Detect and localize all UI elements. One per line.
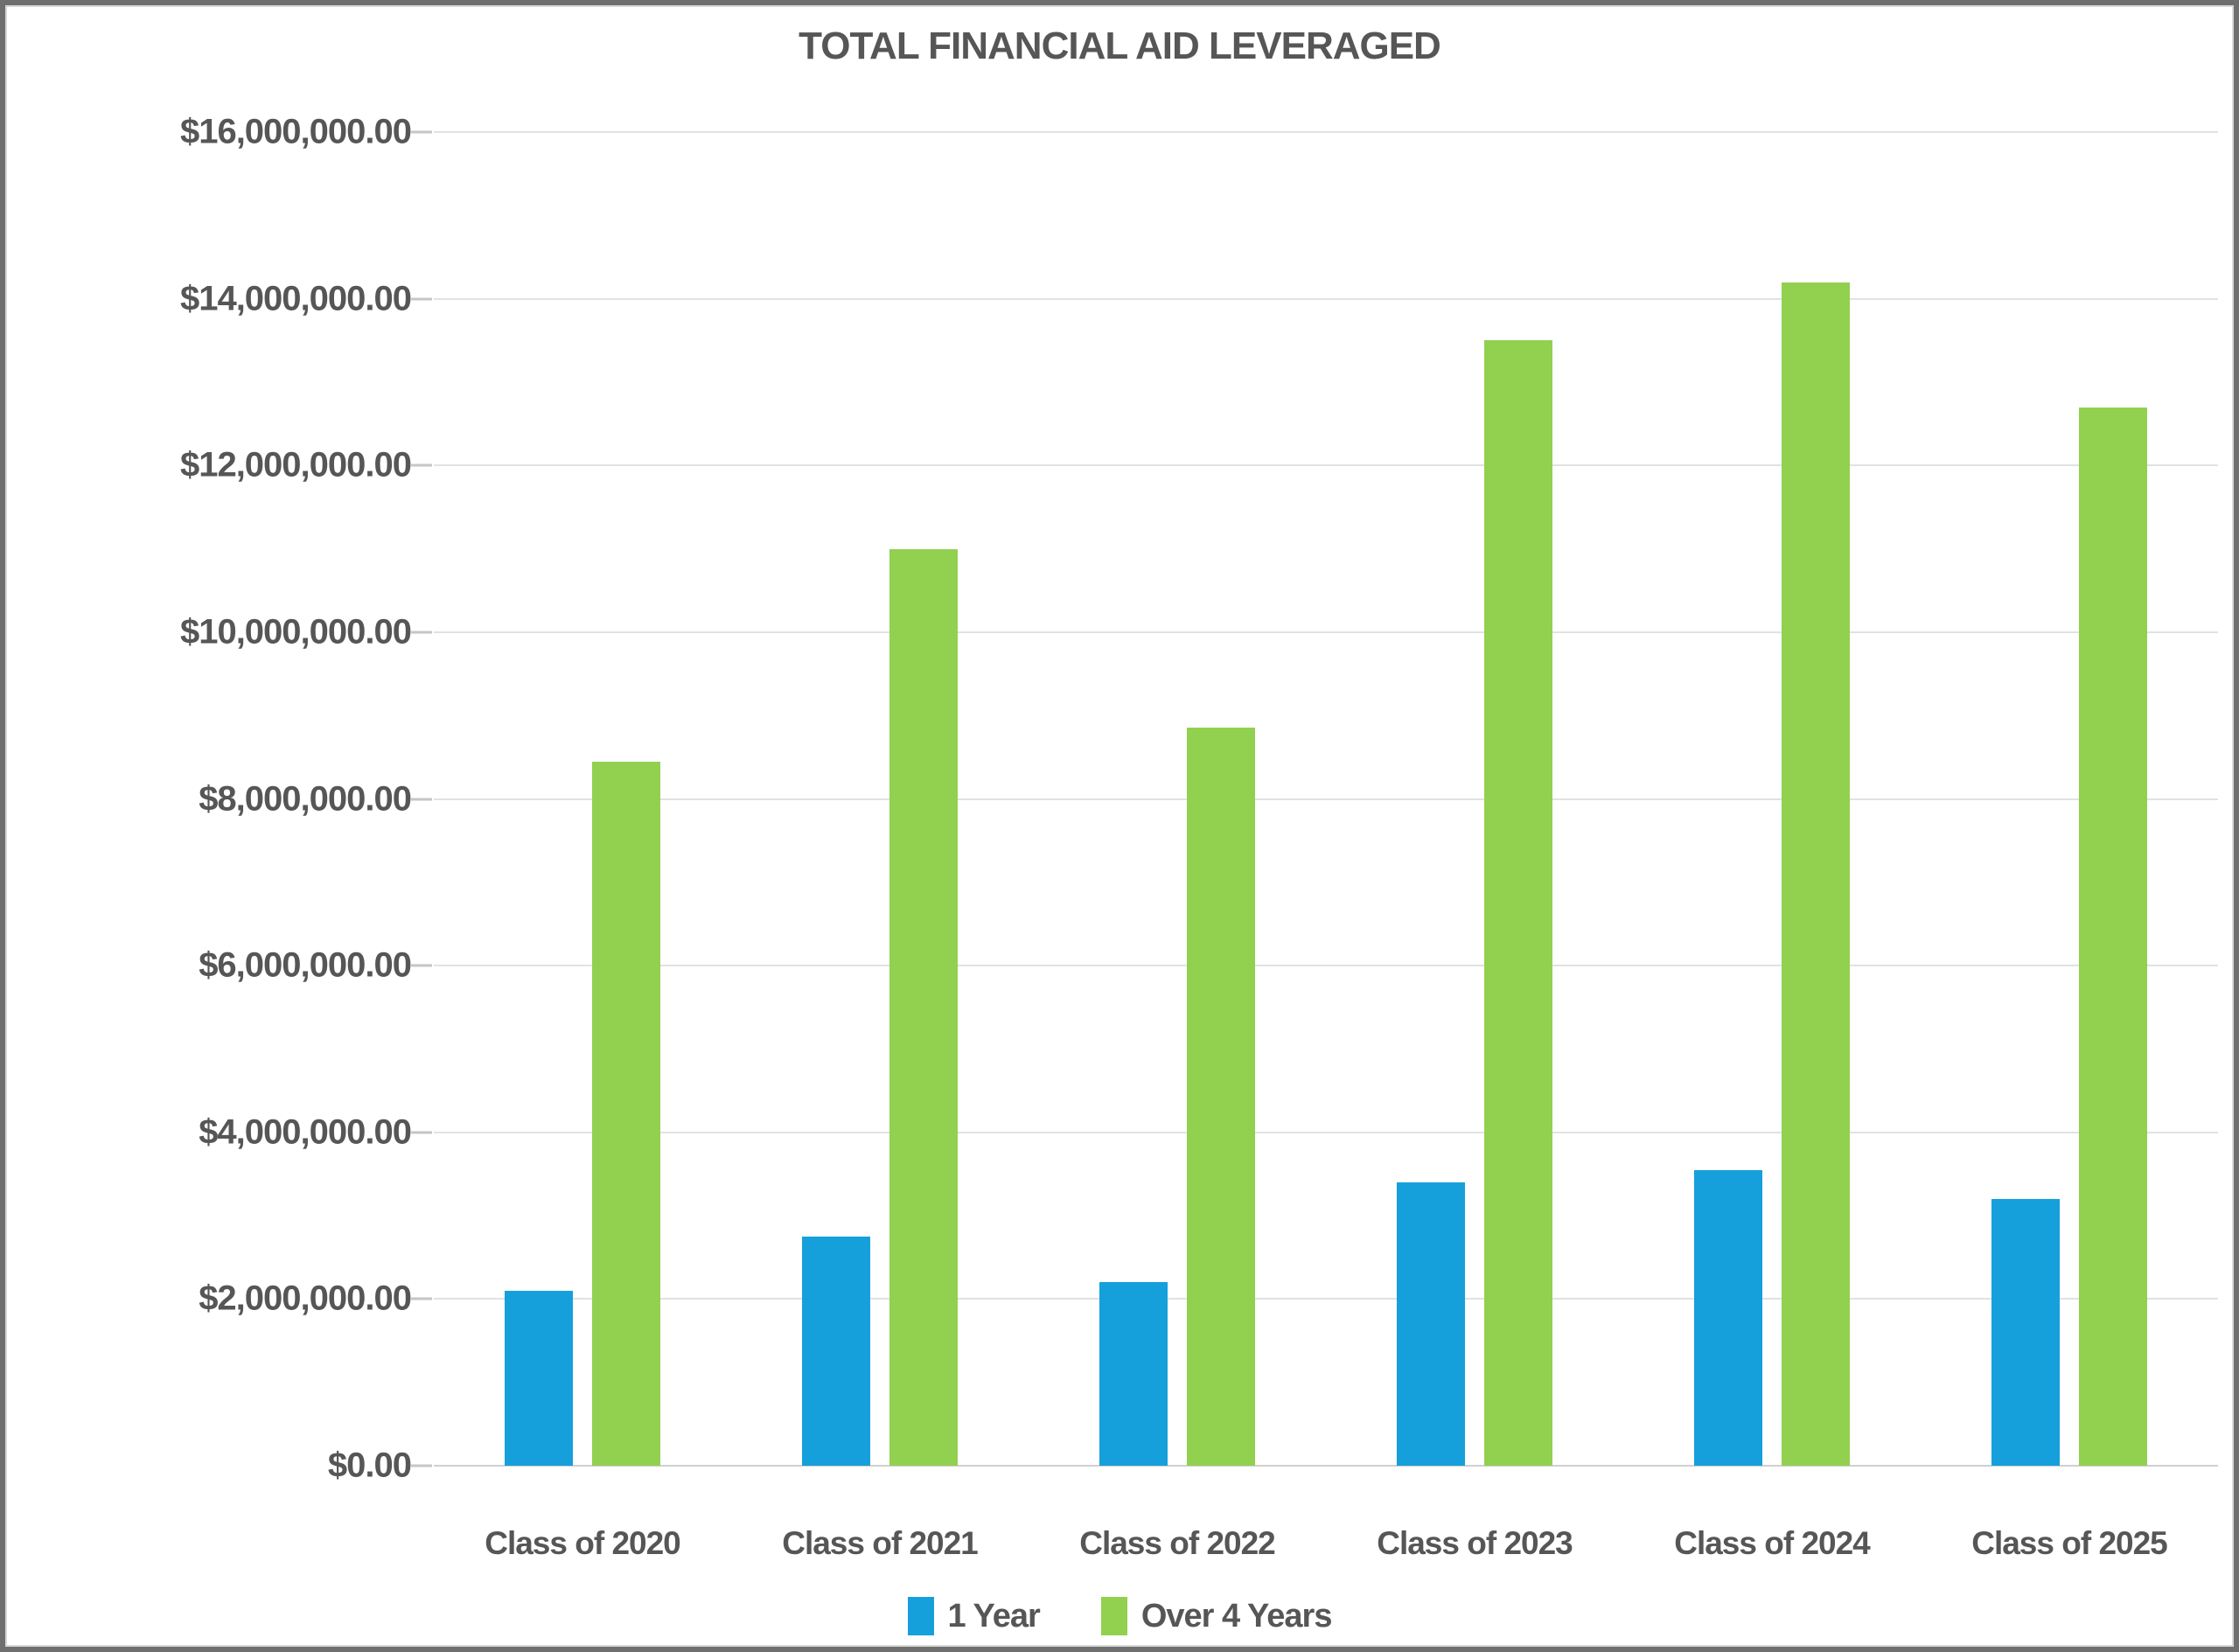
y-axis-tick-label: $12,000,000.00 [179,445,412,484]
bar-1-year [1099,1282,1168,1466]
bar-over-4-years [1484,340,1552,1466]
y-axis-tick-mark [411,130,432,134]
bar-over-4-years [1187,728,1255,1466]
x-axis-category-label: Class of 2023 [1377,1525,1573,1561]
bar-over-4-years [592,761,660,1466]
y-axis-tick-label: $0.00 [327,1446,412,1485]
bar-over-4-years [2079,407,2147,1466]
legend-swatch-1-year [907,1597,934,1635]
bar-group [731,132,1029,1466]
gridline [434,631,2218,633]
bar-1-year [1397,1181,1465,1466]
bar-groups [434,132,2218,1466]
y-axis-tick-mark [411,1131,432,1134]
legend-swatch-over-4-years [1100,1597,1127,1635]
y-axis-tick-label: $16,000,000.00 [179,112,412,151]
gridline [434,1298,2218,1300]
y-axis-tick-mark [411,798,432,800]
gridline [434,798,2218,800]
y-axis-tick-label: $10,000,000.00 [179,612,412,652]
bar-group [434,132,731,1466]
bar-1-year [1991,1199,2060,1466]
gridline [434,131,2218,133]
gridline [434,965,2218,967]
bar-1-year [802,1236,870,1466]
x-axis-category-label: Class of 2025 [1971,1525,2168,1561]
bar-1-year [505,1290,573,1466]
gridline [434,297,2218,300]
bar-over-4-years [889,548,958,1466]
gridline [434,464,2218,467]
y-axis-tick-mark [411,464,432,467]
y-axis-tick-mark [411,1297,432,1300]
x-axis-category-label: Class of 2022 [1079,1525,1276,1561]
bar-group [1029,132,1326,1466]
y-axis-tick-mark [411,1464,432,1467]
y-axis-tick-label: $6,000,000.00 [199,945,412,985]
x-axis-labels: Class of 2020 Class of 2021 Class of 2022 C… [434,1525,2218,1562]
bar-group [1921,132,2218,1466]
y-axis-tick-label: $2,000,000.00 [199,1279,412,1318]
y-axis-tick-label: $4,000,000.00 [199,1112,412,1152]
bar-group [1326,132,1623,1466]
chart-title: TOTAL FINANCIAL AID LEVERAGED [799,24,1441,67]
y-axis-tick-label: $8,000,000.00 [199,779,412,818]
legend-label-over-4-years: Over 4 Years [1140,1597,1333,1635]
plot-area [434,131,2218,1467]
y-axis-tick-mark [411,297,432,301]
legend-item-1-year: 1 Year [907,1597,1041,1635]
x-axis-category-label: Class of 2020 [485,1525,681,1561]
y-axis-tick-label: $14,000,000.00 [179,279,412,318]
bar-group [1623,132,1921,1466]
bar-over-4-years [1782,282,1850,1466]
y-axis-tick-mark [411,631,432,634]
legend: 1 Year Over 4 Years [5,1597,2234,1635]
x-axis-category-label: Class of 2021 [782,1525,979,1561]
x-axis-baseline [434,1465,2218,1467]
gridline [434,1131,2218,1133]
y-axis-tick-mark [411,964,432,967]
x-axis-category-label: Class of 2024 [1674,1525,1871,1561]
bar-1-year [1694,1169,1762,1466]
legend-item-over-4-years: Over 4 Years [1100,1597,1333,1635]
legend-label-1-year: 1 Year [947,1597,1041,1635]
